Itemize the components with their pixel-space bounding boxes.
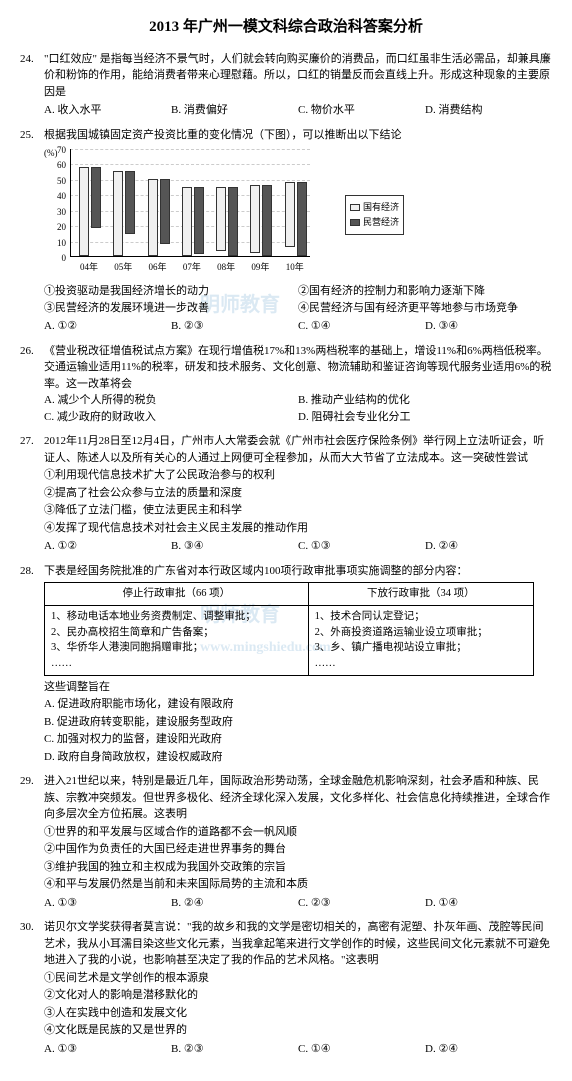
option-b: B. ②④ (171, 895, 298, 912)
legend-label-1: 国有经济 (363, 201, 399, 215)
table-header-2: 下放行政审批（34 项） (308, 583, 533, 606)
sub-2: ②提高了社会公众参与立法的质量和深度 (44, 485, 552, 502)
sub-1: ①投资驱动是我国经济增长的动力 (44, 283, 298, 300)
sub-3: ③民营经济的发展环境进一步改善 (44, 300, 298, 317)
table-cell-left: 1、移动电话本地业务资费制定、调整审批； 2、民办高校招生简章和广告备案； 3、… (45, 605, 309, 675)
q-num: 25. (20, 127, 44, 144)
sub-3: ③维护我国的独立和主权成为我国外交政策的宗旨 (44, 859, 552, 876)
question-25: 25.根据我国城镇固定资产投资比重的变化情况（下图），可以推断出以下结论 (%)… (20, 127, 552, 335)
option-c: C. 加强对权力的监督，建设阳光政府 (44, 731, 552, 748)
option-a: A. ①③ (44, 1041, 171, 1058)
legend-swatch-1 (350, 204, 360, 211)
option-d: D. ②④ (425, 538, 552, 555)
sub-2: ②国有经济的控制力和影响力逐渐下降 (298, 283, 552, 300)
sub-4: ④和平与发展仍然是当前和未来国际局势的主流和本质 (44, 876, 552, 893)
q-stem: 进入21世纪以来，特别是最近几年，国际政治形势动荡，全球金融危机影响深刻，社会矛… (44, 773, 552, 823)
option-a: A. 收入水平 (44, 102, 171, 119)
q-num: 30. (20, 919, 44, 969)
option-c: C. 减少政府的财政收入 (44, 409, 298, 426)
sub-3: ③人在实践中创造和发展文化 (44, 1005, 552, 1022)
option-d: D. 消费结构 (425, 102, 552, 119)
option-a: A. ①③ (44, 895, 171, 912)
option-c: C. ①④ (298, 1041, 425, 1058)
question-30: 30.诺贝尔文学奖获得者莫言说："我的故乡和我的文学是密切相关的，高密有泥塑、扑… (20, 919, 552, 1057)
chart-legend: 国有经济 民营经济 (345, 195, 404, 235)
bar-chart: (%) 010203040506070 04年05年06年07年08年09年10… (44, 149, 404, 279)
option-d: D. 政府自身简政放权，建设权威政府 (44, 749, 552, 766)
mid-text: 这些调整旨在 (44, 679, 552, 696)
q-stem: 诺贝尔文学奖获得者莫言说："我的故乡和我的文学是密切相关的，高密有泥塑、扑灰年画… (44, 919, 552, 969)
q-stem: 下表是经国务院批准的广东省对本行政区域内100项行政审批事项实施调整的部分内容： (44, 563, 552, 580)
page-title: 2013 年广州一模文科综合政治科答案分析 (20, 16, 552, 39)
option-d: D. 阻碍社会专业化分工 (298, 409, 552, 426)
option-c: C. ①③ (298, 538, 425, 555)
option-a: A. ①② (44, 318, 171, 335)
sub-3: ③降低了立法门槛，使立法更民主和科学 (44, 502, 552, 519)
option-a: A. ①② (44, 538, 171, 555)
q-num: 24. (20, 51, 44, 101)
legend-label-2: 民营经济 (363, 216, 399, 230)
legend-swatch-2 (350, 219, 360, 226)
option-c: C. 物价水平 (298, 102, 425, 119)
option-c: C. ①④ (298, 318, 425, 335)
question-26: 26.《营业税改征增值税试点方案》在现行增值税17%和13%两档税率的基础上，增… (20, 343, 552, 426)
q-stem: 《营业税改征增值税试点方案》在现行增值税17%和13%两档税率的基础上，增设11… (44, 343, 552, 393)
table-cell-right: 1、技术合同认定登记； 2、外商投资道路运输业设立项审批； 3、乡、镇广播电视站… (308, 605, 533, 675)
question-24: 24."口红效应" 是指每当经济不景气时，人们就会转向购买廉价的消费品，而口红虽… (20, 51, 552, 119)
q-stem: 根据我国城镇固定资产投资比重的变化情况（下图），可以推断出以下结论 (44, 127, 552, 144)
question-29: 29.进入21世纪以来，特别是最近几年，国际政治形势动荡，全球金融危机影响深刻，… (20, 773, 552, 911)
sub-1: ①利用现代信息技术扩大了公民政治参与的权利 (44, 467, 552, 484)
option-b: B. 消费偏好 (171, 102, 298, 119)
sub-4: ④发挥了现代信息技术对社会主义民主发展的推动作用 (44, 520, 552, 537)
question-27: 27.2012年11月28日至12月4日，广州市人大常委会就《广州市社会医疗保险… (20, 433, 552, 555)
approval-table: 停止行政审批（66 项）下放行政审批（34 项） 1、移动电话本地业务资费制定、… (44, 582, 534, 676)
sub-1: ①民间艺术是文学创作的根本源泉 (44, 970, 552, 987)
q-stem: 2012年11月28日至12月4日，广州市人大常委会就《广州市社会医疗保险条例》… (44, 433, 552, 466)
q-num: 29. (20, 773, 44, 823)
option-d: D. ①④ (425, 895, 552, 912)
option-a: A. 减少个人所得的税负 (44, 392, 298, 409)
option-b: B. ②③ (171, 1041, 298, 1058)
q-stem: "口红效应" 是指每当经济不景气时，人们就会转向购买廉价的消费品，而口红虽非生活… (44, 51, 552, 101)
option-d: D. ②④ (425, 1041, 552, 1058)
question-28: 28.下表是经国务院批准的广东省对本行政区域内100项行政审批事项实施调整的部分… (20, 563, 552, 766)
option-b: B. 推动产业结构的优化 (298, 392, 552, 409)
option-a: A. 促进政府职能市场化，建设有限政府 (44, 696, 552, 713)
option-b: B. ②③ (171, 318, 298, 335)
option-b: B. 促进政府转变职能，建设服务型政府 (44, 714, 552, 731)
option-c: C. ②③ (298, 895, 425, 912)
sub-4: ④民营经济与国有经济更平等地参与市场竞争 (298, 300, 552, 317)
q-num: 26. (20, 343, 44, 393)
option-d: D. ③④ (425, 318, 552, 335)
sub-2: ②文化对人的影响是潜移默化的 (44, 987, 552, 1004)
q-num: 27. (20, 433, 44, 466)
sub-4: ④文化既是民族的又是世界的 (44, 1022, 552, 1039)
option-b: B. ③④ (171, 538, 298, 555)
sub-2: ②中国作为负责任的大国已经走进世界事务的舞台 (44, 841, 552, 858)
q-num: 28. (20, 563, 44, 580)
sub-1: ①世界的和平发展与区域合作的道路都不会一帆风顺 (44, 824, 552, 841)
table-header-1: 停止行政审批（66 项） (45, 583, 309, 606)
